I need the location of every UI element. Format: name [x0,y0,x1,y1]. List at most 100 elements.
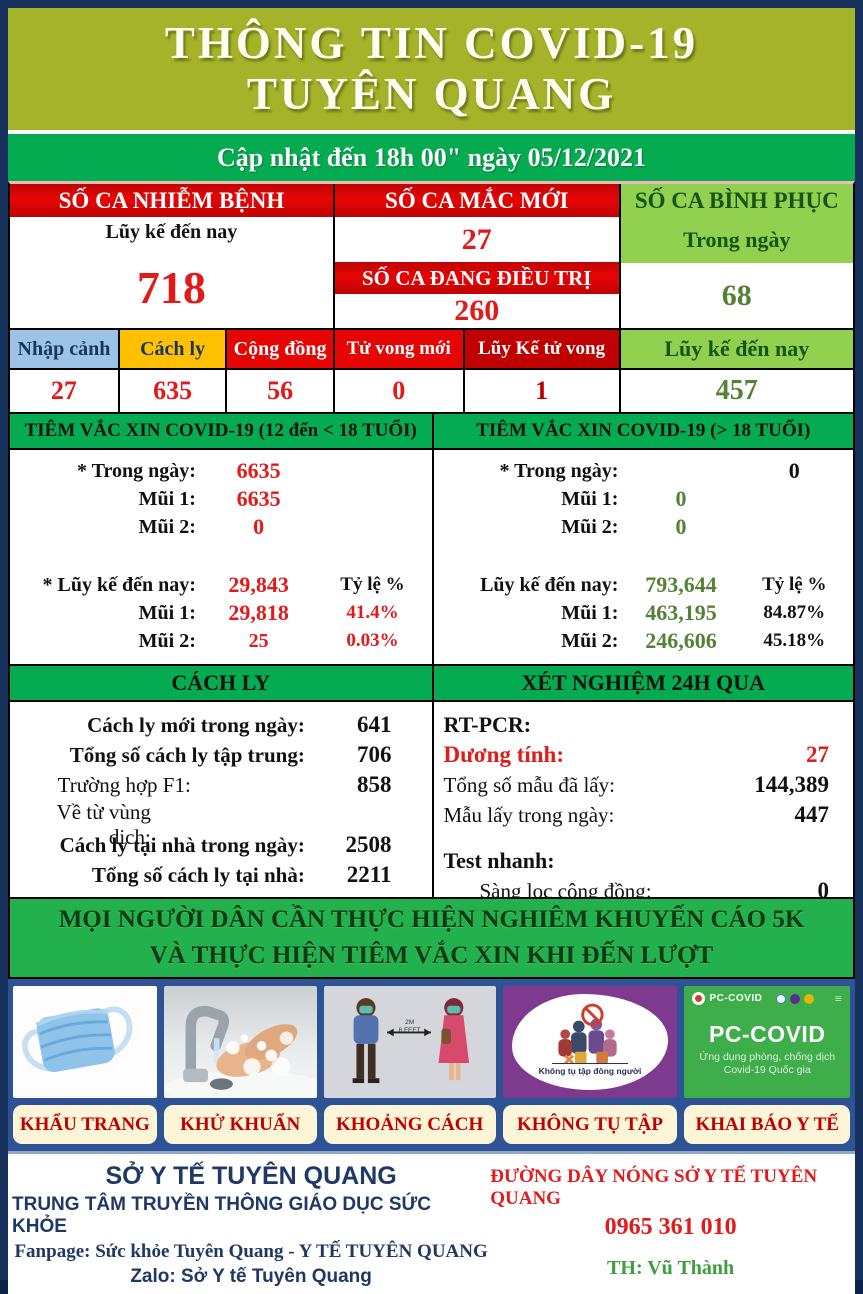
ministry-badge-icon [776,993,787,1004]
imported-value: 27 [50,376,77,405]
testing-header: XÉT NGHIỆM 24H QUA [433,666,853,702]
adults-dose1-rate: 84.87% [763,602,826,623]
children-dose1-cumulative: 29,818 [228,600,289,625]
community-label: Cộng đồng [225,330,333,368]
hotline-label: ĐƯỜNG DÂY NÓNG SỞ Y TẾ TUYÊN QUANG [490,1166,818,1209]
deaths-values: 0 1 [334,368,619,412]
community-value: 56 [225,370,333,412]
tile-no-gathering-label: KHÔNG TỤ TẬP [502,1105,678,1144]
quarantine-row-value: 641 [356,712,392,737]
recovered-today-label: Trong ngày [620,217,853,263]
quarantine-row-value: 2211 [346,862,392,887]
deaths-labels: Tử vong mới Lũy Kế tử vong [334,328,619,368]
children-cumulative-label: * Lũy kế đến nay: [42,573,196,596]
poster-header: THÔNG TIN COVID-19 TUYÊN QUANG [8,8,855,130]
adults-dose2-today: 0 [675,514,687,539]
cumulative-deaths-label: Lũy Kế tử vong [462,330,619,368]
no-gathering-caption: Không tụ tập đông người [538,1066,642,1076]
new-cases-header: SỐ CA MẮC MỚI [334,184,619,217]
infected-cumulative-label: Lũy kế đến nay [105,220,238,243]
quarantine-row-label: Trường hợp F1: [57,772,191,797]
quarantine-row-label: Tổng số cách ly tại nhà: [91,862,305,887]
children-dose2-today: 0 [253,514,265,539]
total-samples-label: Tổng số mẫu đã lấy: [443,772,615,797]
infected-breakdown-labels: Nhập cảnh Cách ly Cộng đồng [10,328,333,368]
zalo-line: Zalo: Sở Y tế Tuyên Quang [130,1266,372,1287]
vaccination-adults-panel: TIÊM VẮC XIN COVID-19 (> 18 TUỔI) * Tron… [431,414,853,664]
tile-handwash: KHỬ KHUẨN [163,986,317,1144]
adults-dose1-cumulative: 463,195 [645,600,717,625]
update-timestamp: Cập nhật đến 18h 00" ngày 05/12/2021 [216,142,647,172]
quarantine-row-label: Về từ vùng dịch: [56,800,151,849]
recovered-column: SỐ CA BÌNH PHỤC Trong ngày 68 Lũy kế đến… [618,184,853,412]
advisory-banner: MỌI NGƯỜI DÂN CẦN THỰC HIỆN NGHIÊM KHUYẾ… [8,899,855,979]
tile-mask-label: KHẨU TRANG [13,1105,157,1144]
mask-image [13,986,157,1098]
infected-breakdown-values: 27 635 56 [10,368,333,412]
children-dose1-cum-label: Mũi 1: [138,601,196,624]
case-statistics-table: SỐ CA NHIỄM BỆNH Lũy kế đến nay 718 Nhập… [8,181,855,414]
adults-dose2-cumulative: 246,606 [645,628,717,653]
quarantine-row-label: Cách ly mới trong ngày: [87,712,305,737]
adults-today-value: 0 [788,458,800,483]
children-dose1-today: 6635 [236,486,281,511]
adults-dose2-rate: 45.18% [763,630,826,651]
rapid-test-label: Test nhanh: [443,848,555,873]
poster-title-line1: THÔNG TIN COVID-19 [164,18,699,69]
face-mask-icon [22,1006,133,1073]
recovered-header: SỐ CA BÌNH PHỤC [620,184,853,217]
screening-label: Sàng lọc cộng đồng: [479,878,652,903]
center-name: TRUNG TÂM TRUYỀN THÔNG GIÁO DỤC SỨC KHỎE [12,1194,431,1237]
new-cases-column: SỐ CA MẮC MỚI 27 SỐ CA ĐANG ĐIỀU TRỊ 260… [332,184,619,412]
adults-dose1-label: Mũi 1: [561,487,619,510]
advisory-line2: VÀ THỰC HIỆN TIÊM VẮC XIN KHI ĐẾN LƯỢT [149,942,714,969]
poster-footer: SỞ Y TẾ TUYÊN QUANG TRUNG TÂM TRUYỀN THÔ… [8,1151,855,1294]
prevention-tiles: KHẨU TRANG [8,979,855,1151]
tile-health-declaration-label: KHAI BÁO Y TẾ [684,1105,850,1144]
app-desc-line1: Ứng dụng phòng, chống dịch [699,1051,836,1063]
children-dose1-rate: 41.4% [346,602,399,623]
quarantine-row-label: Tổng số cách ly tập trung: [69,742,305,767]
no-gathering-image: Không tụ tập đông người [502,986,678,1098]
quarantine-row-label: Cách ly tại nhà trong ngày: [59,832,305,857]
poster-title-line2: TUYÊN QUANG [246,69,617,119]
rtpcr-label: RT-PCR: [443,712,532,737]
children-dose2-cum-label: Mũi 2: [138,629,196,652]
quarantined-value: 635 [117,370,226,412]
quarantined-label: Cách ly [117,330,226,368]
tile-distance: 2M 6 FEET KHOẢNG CÁCH [323,986,496,1144]
imported-label: Nhập cảnh [10,330,118,368]
caption-rule [551,1063,629,1064]
fanpage-line: Fanpage: Sức khỏe Tuyên Quang - Y TẾ TUY… [14,1241,488,1262]
tile-handwash-label: KHỬ KHUẨN [163,1105,317,1144]
adults-dose1-cum-label: Mũi 1: [561,601,619,624]
children-cumulative-value: 29,843 [228,572,289,597]
recovered-cumulative-label: Lũy kế đến nay [620,328,853,368]
vaccination-children-panel: TIÊM VẮC XIN COVID-19 (12 đến < 18 TUỔI)… [10,414,432,664]
vaccination-children-header: TIÊM VẮC XIN COVID-19 (12 đến < 18 TUỔI) [10,414,432,450]
credit-line: TH: Vũ Thành [607,1257,735,1279]
app-name: PC-COVID [709,993,763,1004]
handwashing-icon [163,1005,317,1098]
quarantine-row-value: 706 [356,742,392,767]
app-body: PC-COVID Ứng dụng phòng, chống dịch Covi… [692,1005,842,1092]
adults-dose2-cum-label: Mũi 2: [561,629,619,652]
today-samples-label: Mẫu lấy trong ngày: [443,802,615,827]
update-bar: Cập nhật đến 18h 00" ngày 05/12/2021 [8,134,855,181]
infected-header: SỐ CA NHIỄM BỆNH [10,184,333,217]
positive-value: 27 [805,742,829,767]
adults-cumulative-value: 793,644 [645,572,717,597]
recovered-today-value: 68 [620,263,853,328]
tile-distance-label: KHOẢNG CÁCH [323,1105,496,1144]
vaccination-section: TIÊM VẮC XIN COVID-19 (12 đến < 18 TUỔI)… [8,414,855,666]
children-rate-header: Tỷ lệ % [340,574,405,595]
adults-dose1-today: 0 [675,486,687,511]
treating-value: 260 [454,294,500,327]
testing-panel: XÉT NGHIỆM 24H QUA RT-PCR: Dương tính: 27… [431,666,853,906]
quarantine-header: CÁCH LY [10,666,432,702]
new-cases-value: 27 [461,222,492,256]
infected-cumulative-value: 718 [136,262,206,313]
crowd-icon [557,1003,617,1065]
cumulative-deaths-value: 1 [462,370,619,412]
